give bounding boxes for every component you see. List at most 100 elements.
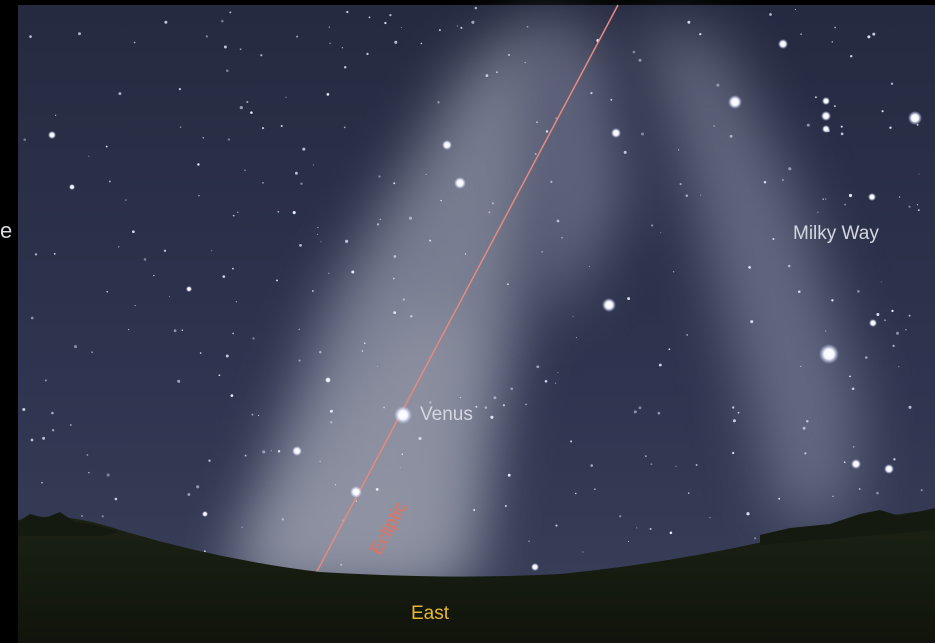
- faint-star: [573, 316, 574, 317]
- faint-star: [709, 517, 710, 518]
- faint-star: [832, 496, 833, 497]
- faint-star: [125, 200, 126, 201]
- faint-star: [908, 206, 910, 208]
- faint-star: [180, 126, 182, 128]
- faint-star: [276, 279, 278, 281]
- faint-star: [345, 240, 348, 243]
- faint-star: [485, 406, 488, 409]
- faint-star: [460, 27, 462, 29]
- faint-star: [867, 35, 870, 38]
- faint-star: [109, 181, 111, 183]
- faint-star: [639, 59, 642, 62]
- faint-star: [29, 35, 32, 38]
- faint-star: [22, 408, 25, 411]
- faint-star: [252, 337, 254, 339]
- faint-star: [555, 382, 556, 383]
- faint-star: [240, 48, 242, 50]
- faint-star: [302, 148, 305, 151]
- faint-star: [394, 41, 397, 44]
- faint-star: [536, 121, 538, 123]
- faint-star: [320, 241, 321, 242]
- faint-star: [576, 337, 577, 338]
- faint-star: [87, 454, 89, 456]
- faint-star: [909, 315, 911, 317]
- faint-star: [384, 22, 386, 24]
- faint-star: [144, 258, 147, 261]
- faint-star: [807, 124, 810, 127]
- faint-star: [582, 551, 583, 552]
- faint-star: [769, 13, 772, 16]
- faint-star: [356, 500, 357, 501]
- faint-star: [696, 464, 698, 466]
- faint-star: [496, 71, 498, 73]
- faint-star: [908, 406, 911, 409]
- faint-star: [465, 253, 466, 254]
- faint-star: [475, 406, 477, 408]
- faint-star: [202, 137, 204, 139]
- faint-star: [164, 250, 166, 252]
- faint-star: [393, 311, 396, 314]
- faint-star: [804, 452, 806, 454]
- faint-star: [527, 26, 529, 28]
- faint-star: [849, 376, 851, 378]
- faint-star: [88, 156, 89, 157]
- faint-star: [174, 329, 177, 332]
- faint-star: [299, 329, 301, 331]
- faint-star: [699, 33, 701, 35]
- faint-star: [78, 32, 81, 35]
- faint-star: [182, 330, 183, 331]
- faint-star: [246, 101, 248, 103]
- faint-star: [317, 227, 318, 228]
- faint-star: [169, 296, 170, 297]
- faint-star: [872, 33, 875, 36]
- faint-star: [232, 333, 234, 335]
- faint-star: [800, 366, 801, 367]
- faint-star: [377, 223, 379, 225]
- faint-star: [410, 315, 412, 317]
- faint-star: [849, 194, 852, 197]
- faint-star: [570, 440, 572, 442]
- faint-star: [91, 351, 93, 353]
- page: e Milky Way Venus Ecliptic East (() => {…: [0, 0, 935, 643]
- faint-star: [293, 211, 296, 214]
- faint-star: [815, 96, 817, 98]
- faint-star: [713, 125, 714, 126]
- faint-star: [342, 47, 343, 48]
- faint-star: [555, 525, 557, 527]
- faint-star: [525, 62, 526, 63]
- faint-star: [102, 515, 104, 517]
- faint-star: [778, 498, 780, 500]
- faint-star: [118, 246, 119, 247]
- faint-star: [788, 167, 791, 170]
- faint-star: [393, 182, 395, 184]
- faint-star: [394, 255, 397, 258]
- faint-star: [232, 268, 234, 270]
- faint-star: [732, 452, 734, 454]
- faint-star: [748, 266, 751, 269]
- faint-star: [893, 458, 895, 460]
- faint-star: [229, 11, 231, 13]
- faint-star: [590, 92, 592, 94]
- faint-star: [187, 493, 190, 496]
- faint-star: [42, 437, 45, 440]
- faint-star: [221, 20, 224, 23]
- faint-star: [475, 7, 478, 10]
- faint-star: [226, 69, 229, 72]
- faint-star: [535, 153, 537, 155]
- faint-star: [628, 541, 629, 542]
- faint-star: [41, 482, 43, 484]
- faint-star: [319, 461, 321, 463]
- faint-star: [831, 299, 833, 301]
- faint-star: [282, 518, 284, 520]
- faint-star: [241, 526, 243, 528]
- faint-star: [651, 224, 653, 226]
- faint-star: [575, 493, 576, 494]
- faint-star: [889, 126, 891, 128]
- faint-star: [636, 527, 637, 528]
- faint-star: [196, 485, 199, 488]
- faint-star: [400, 467, 401, 468]
- faint-star: [299, 360, 301, 362]
- faint-star: [179, 88, 181, 90]
- faint-star: [277, 211, 279, 213]
- faint-star: [106, 291, 108, 293]
